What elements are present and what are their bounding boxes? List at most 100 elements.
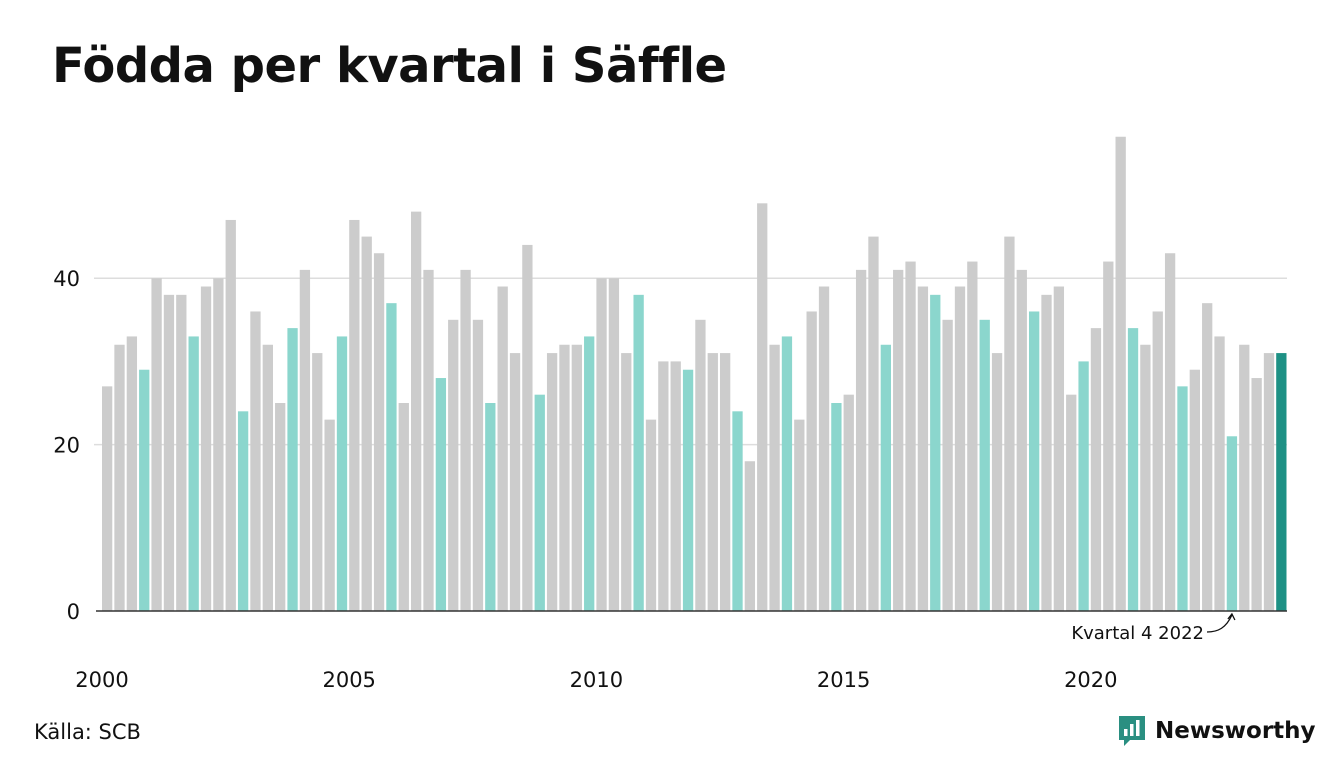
bar-2019-q2 xyxy=(1053,286,1065,611)
bar-2015-q1 xyxy=(843,394,854,611)
bar-2004-q3 xyxy=(324,419,335,611)
bar-2017-q1 xyxy=(942,319,953,611)
bar-2019-q3 xyxy=(1066,394,1077,611)
bar-2007-q2 xyxy=(460,269,471,611)
bar-2012-q4 xyxy=(732,411,743,611)
bar-2010-q2 xyxy=(608,278,620,611)
bar-2007-q3 xyxy=(472,319,484,611)
bar-2016-q1 xyxy=(893,269,904,611)
bar-2011-q2 xyxy=(658,361,669,611)
newsworthy-logo-icon xyxy=(1119,716,1145,746)
bar-2022-q3 xyxy=(1214,336,1225,611)
bar-2000-q4 xyxy=(139,369,150,611)
bar-2020-q3 xyxy=(1115,136,1126,611)
bar-2006-q1 xyxy=(398,403,409,611)
bar-2010-q4 xyxy=(633,294,644,611)
bar-2001-q4 xyxy=(188,336,199,611)
bar-2015-q2 xyxy=(855,269,867,611)
bar-2007-q1 xyxy=(448,319,459,611)
bar-2018-q3 xyxy=(1016,269,1027,611)
bar-2017-q2 xyxy=(954,286,966,611)
bar-2006-q4 xyxy=(435,378,447,611)
bar-2003-q1 xyxy=(250,311,261,611)
bar-2021-q2 xyxy=(1152,311,1163,611)
bar-2021-q4 xyxy=(1177,386,1188,611)
bar-2015-q3 xyxy=(868,236,879,611)
bar-2015-q4 xyxy=(880,344,891,611)
bar-2021-q3 xyxy=(1164,253,1176,612)
bar-2008-q1 xyxy=(497,286,508,611)
bar-2017-q4 xyxy=(979,319,990,611)
bar-2019-q1 xyxy=(1041,294,1052,611)
bar-2018-q4 xyxy=(1029,311,1040,611)
bar-2012-q1 xyxy=(695,319,706,611)
bar-2006-q2 xyxy=(411,211,422,611)
bar-2018-q2 xyxy=(1004,236,1015,611)
bar-2014-q3 xyxy=(818,286,830,611)
bar-2020-q4 xyxy=(1127,328,1139,611)
bar-2009-q4 xyxy=(584,336,595,611)
bar-2013-q2 xyxy=(757,203,768,611)
bar-2016-q4 xyxy=(930,294,941,611)
bar-2023-q1 xyxy=(1239,344,1250,611)
bar-2020-q2 xyxy=(1103,261,1114,611)
bar-2011-q1 xyxy=(645,419,657,611)
annotation-label: Kvartal 4 2022 xyxy=(1071,623,1204,644)
bar-2009-q2 xyxy=(559,344,570,611)
bar-2004-q2 xyxy=(312,353,323,611)
bar-2006-q3 xyxy=(423,269,434,611)
bar-2009-q3 xyxy=(571,344,582,611)
source-note: Källa: SCB xyxy=(34,720,141,744)
bar-2002-q3 xyxy=(225,219,236,611)
bar-2018-q1 xyxy=(991,353,1003,611)
bar-2005-q2 xyxy=(361,236,372,611)
bar-2001-q1 xyxy=(151,278,162,611)
y-tick-label: 20 xyxy=(53,434,80,458)
bar-2008-q2 xyxy=(509,353,521,611)
bar-2011-q3 xyxy=(670,361,681,611)
annotation-arrow xyxy=(1206,612,1236,633)
bar-2021-q1 xyxy=(1140,344,1151,611)
bar-2014-q2 xyxy=(806,311,817,611)
bar-2003-q2 xyxy=(262,344,273,611)
brand-logo: Newsworthy xyxy=(1117,714,1316,748)
bar-2002-q1 xyxy=(200,286,212,611)
bar-2023-q4 xyxy=(1276,353,1287,611)
bar-2016-q2 xyxy=(905,261,916,611)
bar-2022-q4 xyxy=(1226,436,1238,611)
bar-2014-q4 xyxy=(831,403,842,611)
bar-2005-q1 xyxy=(349,219,360,611)
axes: 0 20 40 2000 2005 2010 2015 2020 xyxy=(53,267,1287,692)
bar-2023-q3 xyxy=(1263,353,1275,611)
bar-2013-q3 xyxy=(769,344,780,611)
bar-2013-q4 xyxy=(781,336,793,611)
bar-2014-q1 xyxy=(794,419,805,611)
x-tick-label: 2020 xyxy=(1064,668,1117,692)
bar-2020-q1 xyxy=(1090,328,1102,611)
y-tick-label: 40 xyxy=(53,267,80,291)
bar-2005-q3 xyxy=(373,253,385,612)
y-tick-label: 0 xyxy=(67,600,80,624)
bar-2019-q4 xyxy=(1078,361,1089,611)
bar-2005-q4 xyxy=(386,303,397,611)
bar-2003-q4 xyxy=(287,328,298,611)
bar-2023-q2 xyxy=(1251,378,1262,611)
x-tick-label: 2010 xyxy=(570,668,623,692)
brand-name: Newsworthy xyxy=(1155,718,1316,744)
bar-2022-q1 xyxy=(1189,369,1200,611)
bar-2010-q3 xyxy=(621,353,632,611)
bar-2012-q3 xyxy=(720,353,731,611)
bar-2002-q4 xyxy=(237,411,249,611)
bar-2008-q4 xyxy=(534,394,545,611)
bar-2010-q1 xyxy=(596,278,607,611)
x-tick-label: 2000 xyxy=(75,668,128,692)
bar-2012-q2 xyxy=(707,353,718,611)
bar-2001-q2 xyxy=(163,294,175,611)
bar-2007-q4 xyxy=(485,403,496,611)
annotation: Kvartal 4 2022 xyxy=(1071,612,1236,644)
bar-2011-q4 xyxy=(682,369,694,611)
bar-2009-q1 xyxy=(546,353,558,611)
bar-2022-q2 xyxy=(1202,303,1213,611)
bar-2003-q3 xyxy=(275,403,286,611)
